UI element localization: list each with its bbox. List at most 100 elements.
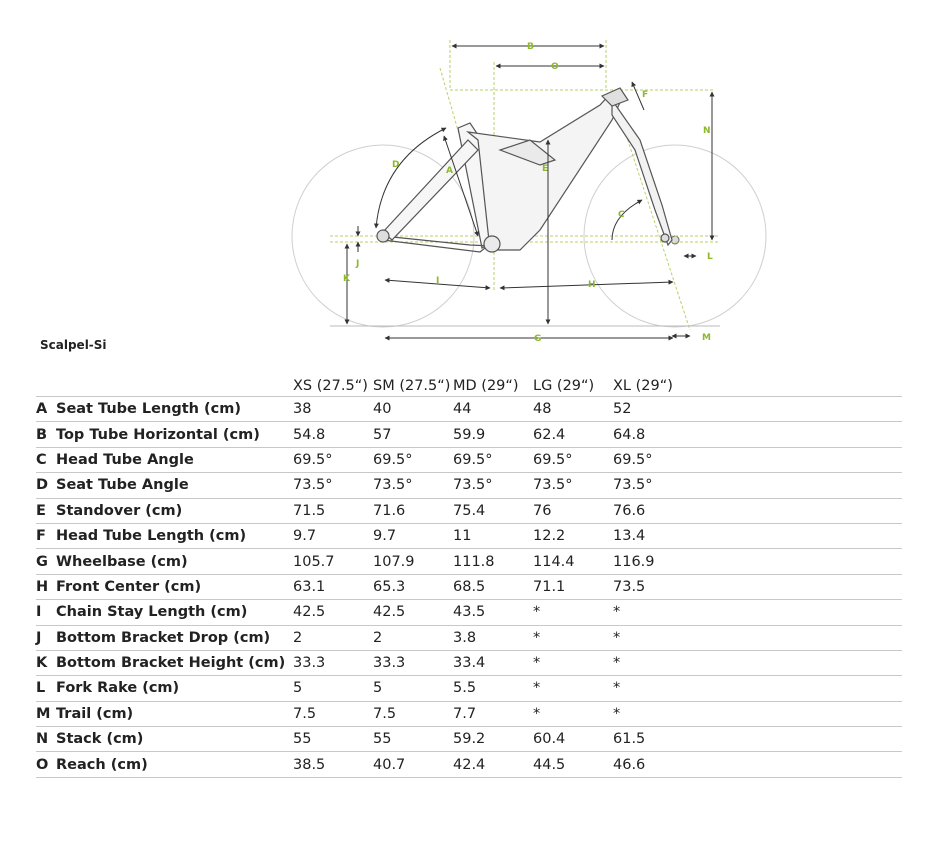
dimension-label: Bottom Bracket Height (cm) — [56, 650, 293, 677]
svg-text:B: B — [527, 42, 534, 52]
dimension-label: Seat Tube Length (cm) — [56, 396, 293, 423]
table-row: A Seat Tube Length (cm) 38 40 44 48 52 — [36, 396, 902, 423]
dimension-value: 62.4 — [533, 421, 613, 448]
dimension-value: 73.5 — [613, 574, 693, 601]
dimension-value: 71.1 — [533, 574, 613, 601]
header-size-md: MD (29“) — [453, 370, 533, 397]
header-size-sm: SM (27.5“) — [373, 370, 453, 397]
dimension-value: 2 — [373, 625, 453, 651]
dimension-value: 59.2 — [453, 726, 533, 753]
table-row: B Top Tube Horizontal (cm) 54.8 57 59.9 62.4 6… — [36, 421, 902, 448]
dimension-value: 61.5 — [613, 726, 693, 753]
dimension-value: * — [533, 650, 613, 677]
table-row: G Wheelbase (cm) 105.7 107.9 111.8 114.4 116.9 — [36, 548, 902, 575]
dimension-letter: C — [36, 447, 56, 474]
dimension-value: * — [613, 650, 693, 677]
row-spacer — [693, 472, 902, 499]
dimension-value: 7.5 — [373, 701, 453, 728]
header-spacer — [693, 370, 902, 397]
row-spacer — [693, 498, 902, 524]
dimension-value: 7.7 — [453, 701, 533, 728]
dimension-label: Reach (cm) — [56, 751, 293, 778]
dimension-value: 7.5 — [293, 701, 373, 728]
dimension-label: Seat Tube Angle — [56, 472, 293, 499]
table-row: E Standover (cm) 71.5 71.6 75.4 76 76.6 — [36, 498, 902, 524]
dimension-value: * — [613, 599, 693, 626]
dimension-value: 44 — [453, 396, 533, 423]
dimension-value: 42.4 — [453, 751, 533, 778]
table-row: F Head Tube Length (cm) 9.7 9.7 11 12.2 13.4 — [36, 523, 902, 550]
dimension-value: 60.4 — [533, 726, 613, 753]
svg-text:E: E — [542, 164, 548, 174]
dimension-label: Chain Stay Length (cm) — [56, 599, 293, 626]
dimension-value: 69.5° — [453, 447, 533, 474]
front-wheel — [583, 144, 767, 328]
dimension-letter: G — [36, 548, 56, 575]
dimension-letter: N — [36, 726, 56, 753]
dimension-value: 57 — [373, 421, 453, 448]
dimension-letter: I — [36, 599, 56, 626]
dimension-letter: H — [36, 574, 56, 601]
dimension-value: 9.7 — [293, 523, 373, 550]
dimension-value: 2 — [293, 625, 373, 651]
dimension-value: 73.5° — [293, 472, 373, 499]
header-label — [56, 370, 293, 397]
dimension-letter: O — [36, 751, 56, 778]
dimension-value: 73.5° — [613, 472, 693, 499]
dimension-value: 76.6 — [613, 498, 693, 524]
table-row: I Chain Stay Length (cm) 42.5 42.5 43.5 * * — [36, 599, 902, 626]
dimension-label: Bottom Bracket Drop (cm) — [56, 625, 293, 651]
row-spacer — [693, 701, 902, 728]
row-spacer — [693, 650, 902, 677]
dimension-label: Standover (cm) — [56, 498, 293, 524]
dimension-letter: F — [36, 523, 56, 550]
dimension-value: 64.8 — [613, 421, 693, 448]
svg-text:F: F — [642, 90, 648, 100]
dimension-value: 38.5 — [293, 751, 373, 778]
table-row: L Fork Rake (cm) 5 5 5.5 * * — [36, 675, 902, 702]
dimension-label: Head Tube Angle — [56, 447, 293, 474]
table-row: K Bottom Bracket Height (cm) 33.3 33.3 33.4 *… — [36, 650, 902, 677]
dimension-label: Wheelbase (cm) — [56, 548, 293, 575]
dimension-value: 44.5 — [533, 751, 613, 778]
geometry-table: XS (27.5“) SM (27.5“) MD (29“) LG (29“) … — [36, 370, 902, 778]
dimension-value: 12.2 — [533, 523, 613, 550]
dimension-letter: K — [36, 650, 56, 677]
svg-text:I: I — [436, 276, 439, 286]
dimension-label: Stack (cm) — [56, 726, 293, 753]
dimension-letter: A — [36, 396, 56, 423]
svg-text:N: N — [703, 126, 711, 136]
dimension-value: 3.8 — [453, 625, 533, 651]
dimension-value: 105.7 — [293, 548, 373, 575]
table-row: H Front Center (cm) 63.1 65.3 68.5 71.1 73.5 — [36, 574, 902, 601]
dimension-value: 75.4 — [453, 498, 533, 524]
dimension-letter: E — [36, 498, 56, 524]
table-row: M Trail (cm) 7.5 7.5 7.7 * * — [36, 701, 902, 728]
svg-text:C: C — [618, 210, 625, 220]
dimension-value: 73.5° — [533, 472, 613, 499]
header-letter — [36, 370, 56, 397]
dimension-value: * — [613, 625, 693, 651]
dimension-value: 71.5 — [293, 498, 373, 524]
row-spacer — [693, 548, 902, 575]
dimension-value: 69.5° — [293, 447, 373, 474]
dimension-letter: D — [36, 472, 56, 499]
row-spacer — [693, 421, 902, 448]
table-header-row: XS (27.5“) SM (27.5“) MD (29“) LG (29“) … — [36, 370, 902, 397]
dimension-value: 63.1 — [293, 574, 373, 601]
dimension-value: 114.4 — [533, 548, 613, 575]
dimension-value: 69.5° — [533, 447, 613, 474]
header-size-xs: XS (27.5“) — [293, 370, 373, 397]
dimension-value: 40.7 — [373, 751, 453, 778]
dimension-value: 11 — [453, 523, 533, 550]
dimension-label: Top Tube Horizontal (cm) — [56, 421, 293, 448]
svg-text:O: O — [551, 62, 559, 72]
row-spacer — [693, 447, 902, 474]
dimension-letter: J — [36, 625, 56, 651]
svg-text:D: D — [392, 160, 399, 170]
dimension-value: 59.9 — [453, 421, 533, 448]
row-spacer — [693, 726, 902, 753]
dimension-value: 65.3 — [373, 574, 453, 601]
svg-text:A: A — [446, 166, 453, 176]
bike-frame — [376, 87, 673, 253]
